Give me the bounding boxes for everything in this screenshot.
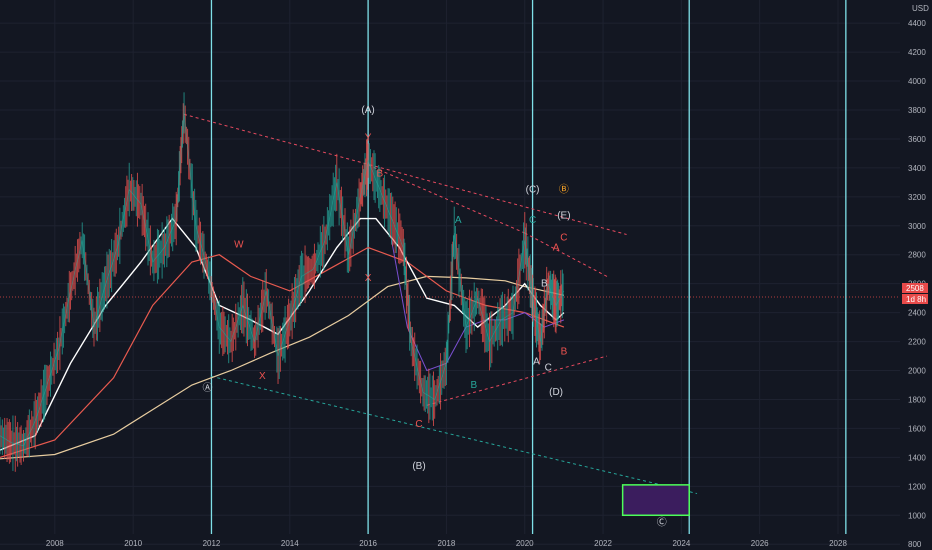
x-tick-label: 2020 (516, 539, 534, 548)
y-tick-label: 2400 (908, 309, 926, 318)
y-tick-label: 4200 (908, 48, 926, 57)
x-tick-label: 2012 (203, 539, 221, 548)
wave-label: (B) (412, 461, 425, 472)
interval-tag: 1d 8h (902, 294, 928, 304)
wave-label: (C) (526, 185, 540, 196)
y-tick-label: 1200 (908, 482, 926, 491)
ma-red-line (0, 246, 565, 458)
wave-label: (A) (361, 105, 374, 116)
wave-label: Ⓐ (203, 382, 213, 394)
y-tick-label: 2000 (908, 367, 926, 376)
x-tick-label: 2026 (751, 539, 769, 548)
x-axis[interactable]: 2008 2010 2012 2014 2016 2018 2020 2022 2024 2026… (46, 539, 848, 548)
y-tick-label: 4400 (908, 19, 926, 28)
ma-tan-line (0, 275, 565, 460)
target-box[interactable] (621, 484, 690, 517)
wave-label: A (455, 215, 462, 226)
price-tag: 2508 (902, 283, 928, 293)
wave-label: (E) (557, 211, 570, 222)
interval-tag-value: 1d 8h (906, 295, 926, 304)
y-tick-label: 1400 (908, 453, 926, 462)
y-tick-label: 2800 (908, 251, 926, 260)
trend-channels (183, 113, 698, 495)
y-tick-label: 1800 (908, 395, 926, 404)
wave-label: B (561, 347, 568, 358)
wave-label: B (541, 279, 548, 290)
x-tick-label: 2010 (124, 539, 142, 548)
x-tick-label: 2028 (829, 539, 847, 548)
price-tag-value: 2508 (906, 284, 924, 293)
wave-label: B (470, 380, 477, 391)
x-tick-label: 2014 (281, 539, 299, 548)
y-axis[interactable]: 8001000120014001600180020002200240026002… (908, 19, 926, 549)
red-channel-line (183, 113, 627, 235)
y-tick-label: 3200 (908, 193, 926, 202)
red-channel-line (367, 164, 525, 234)
cycle-lines (210, 0, 847, 534)
x-tick-label: 2022 (594, 539, 612, 548)
wave-label: (D) (549, 387, 563, 398)
y-tick-label: 3000 (908, 222, 926, 231)
wave-label: C (529, 215, 536, 226)
wave-label: X (365, 273, 372, 284)
red-channel-line (426, 355, 608, 406)
x-tick-label: 2024 (672, 539, 690, 548)
x-tick-label: 2008 (46, 539, 64, 548)
y-tick-label: 4000 (908, 77, 926, 86)
y-tick-label: 1000 (908, 511, 926, 520)
price-series (0, 92, 565, 472)
y-tick-label: 800 (908, 540, 922, 549)
y-tick-label: 3800 (908, 106, 926, 115)
y-tick-label: 3600 (908, 135, 926, 144)
y-tick-label: 3400 (908, 164, 926, 173)
wave-label: C (560, 232, 567, 243)
wave-label: C (545, 363, 552, 374)
x-tick-label: 2018 (438, 539, 456, 548)
wave-label: Ⓑ (559, 184, 569, 196)
x-tick-label: 2016 (359, 539, 377, 548)
wave-label: A (533, 357, 540, 368)
wave-label: B (377, 169, 384, 180)
green-channel-line (211, 375, 698, 495)
wave-label: A (553, 242, 560, 253)
price-close-line (0, 112, 565, 447)
wave-label: W (234, 240, 244, 251)
wave-label: Y (365, 132, 372, 143)
currency-label: USD (912, 4, 929, 13)
y-tick-label: 1600 (908, 424, 926, 433)
wave-label: C (415, 419, 422, 430)
wave-label: Ⓒ (657, 516, 667, 528)
wave-label: X (259, 371, 266, 382)
y-tick-label: 2200 (908, 338, 926, 347)
